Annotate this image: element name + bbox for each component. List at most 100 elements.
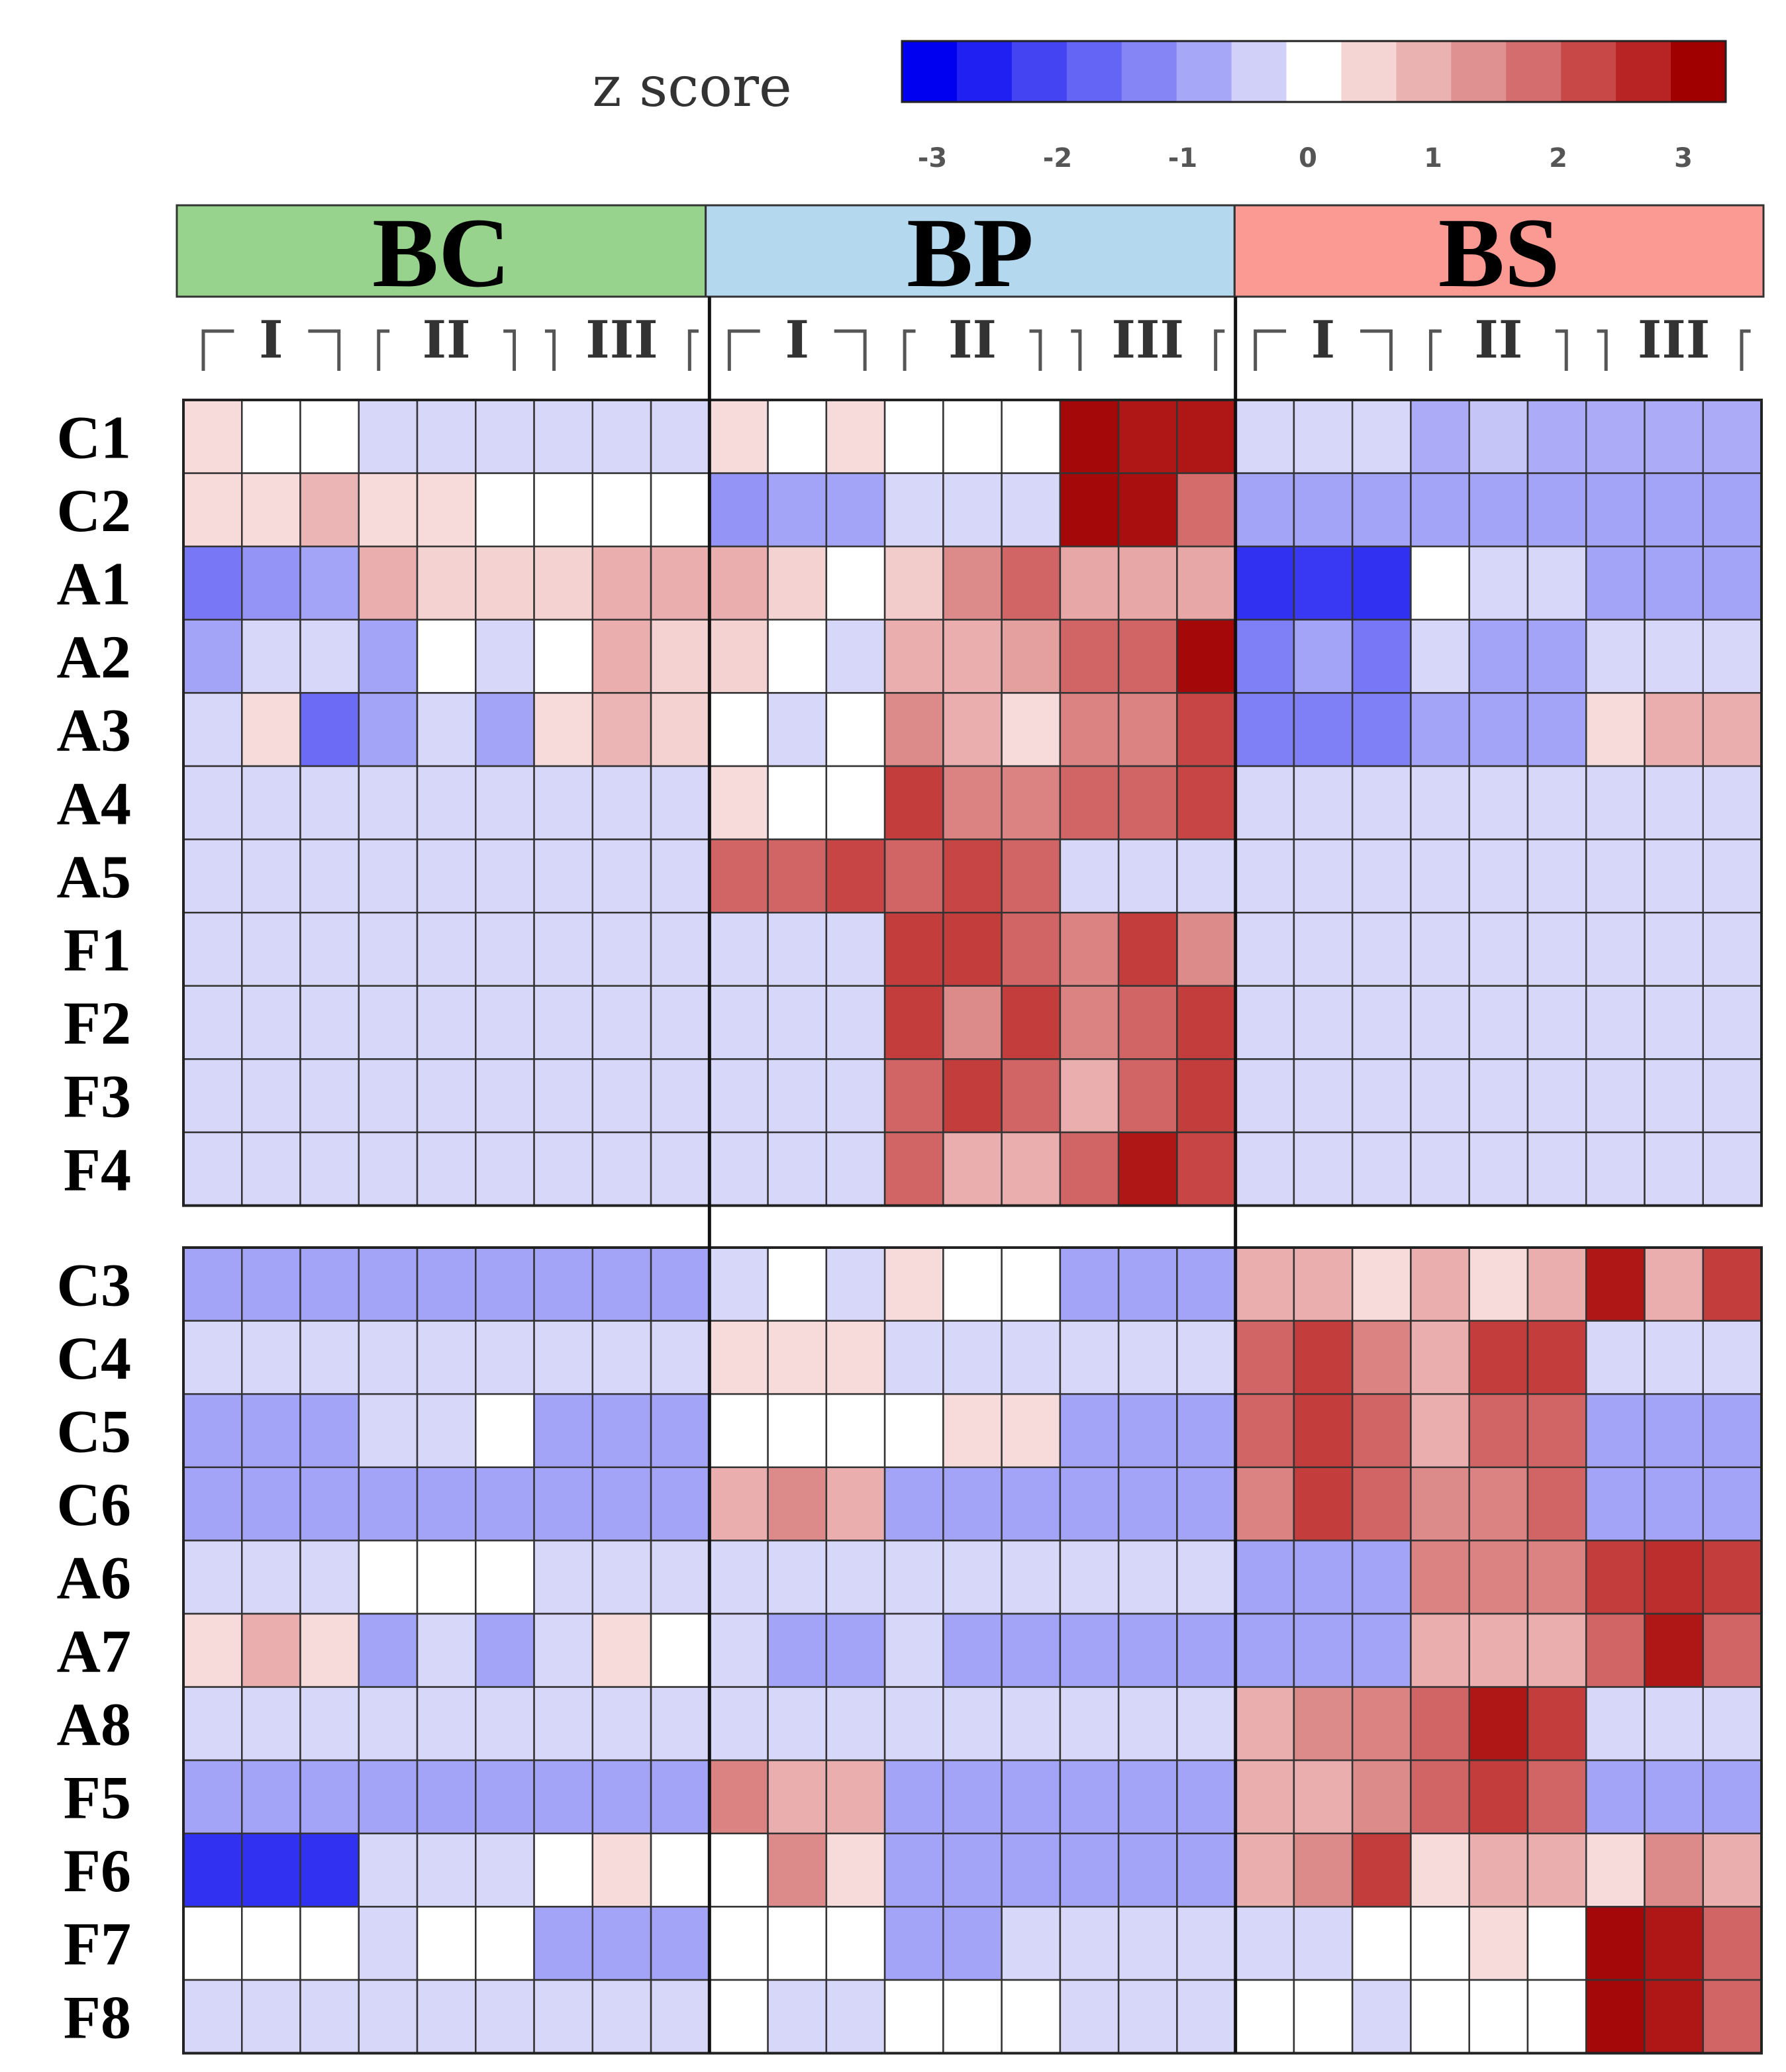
heatmap-cell: [942, 1131, 1003, 1207]
heatmap-cell: [1526, 985, 1587, 1060]
heatmap-cell: [299, 472, 360, 548]
heatmap-cell: [1293, 1759, 1354, 1835]
panel-frame: [182, 1246, 1763, 2055]
heatmap-cell: [825, 1540, 886, 1615]
replicate-label: I: [785, 310, 809, 370]
heatmap-cell: [1585, 1320, 1646, 1395]
heatmap-cell: [1526, 1906, 1587, 1981]
heatmap-cell: [358, 545, 419, 621]
heatmap-cell: [241, 1612, 301, 1688]
heatmap-cell: [182, 1759, 243, 1835]
heatmap-cell: [1468, 1320, 1529, 1395]
heatmap-cell: [1234, 1540, 1295, 1615]
heatmap-cell: [358, 618, 419, 694]
heatmap-cell: [1059, 399, 1120, 474]
heatmap-cell: [1351, 1131, 1412, 1207]
heatmap-cell: [533, 1058, 594, 1134]
heatmap-cell: [241, 1759, 301, 1835]
row-label: F4: [64, 1136, 131, 1203]
heatmap-cell: [1702, 911, 1763, 987]
heatmap-cell: [1585, 1393, 1646, 1469]
heatmap-cell: [241, 1466, 301, 1542]
heatmap-cell: [1234, 985, 1295, 1060]
heatmap-cell: [1059, 1612, 1120, 1688]
heatmap-cell: [767, 618, 828, 694]
heatmap-cell: [942, 1906, 1003, 1981]
heatmap-cell: [1702, 692, 1763, 767]
heatmap-cell: [1117, 1832, 1178, 1908]
heatmap-cell: [1585, 472, 1646, 548]
heatmap-cell: [533, 985, 594, 1060]
heatmap-cell: [883, 1832, 944, 1908]
heatmap-cell: [358, 838, 419, 914]
colorbar-segment: [1066, 41, 1122, 102]
heatmap-cell: [767, 545, 828, 621]
heatmap-cell: [358, 911, 419, 987]
heatmap-cell: [1644, 1058, 1704, 1134]
heatmap-cell: [650, 985, 711, 1060]
heatmap-cell: [1702, 1058, 1763, 1134]
heatmap-cell: [1702, 618, 1763, 694]
heatmap-cell: [1410, 1906, 1470, 1981]
colorbar-segment: [1121, 41, 1177, 102]
heatmap-cell: [416, 1612, 477, 1688]
heatmap-cell: [1702, 1540, 1763, 1615]
heatmap-cell: [767, 1979, 828, 2054]
heatmap-cell: [1293, 1131, 1354, 1207]
heatmap-cell: [1644, 1466, 1704, 1542]
heatmap-cell: [299, 1540, 360, 1615]
heatmap-cell: [1293, 618, 1354, 694]
heatmap-cell: [883, 692, 944, 767]
colorbar-tick-label: 3: [1674, 143, 1693, 173]
heatmap-cell: [1001, 1759, 1062, 1835]
heatmap-cell: [883, 472, 944, 548]
heatmap-cell: [475, 1540, 535, 1615]
heatmap-cell: [709, 545, 769, 621]
heatmap-cell: [1526, 1320, 1587, 1395]
heatmap-cell: [1526, 1131, 1587, 1207]
heatmap-cell: [299, 1246, 360, 1322]
heatmap-cell: [1176, 1058, 1236, 1134]
heatmap-cell: [709, 911, 769, 987]
heatmap-cell: [1176, 1466, 1236, 1542]
heatmap-cell: [1526, 838, 1587, 914]
heatmap-cell: [416, 618, 477, 694]
heatmap-cell: [1410, 545, 1470, 621]
heatmap-cell: [1117, 1393, 1178, 1469]
heatmap-cell: [475, 1058, 535, 1134]
colorbar-segment: [1341, 41, 1397, 102]
heatmap-cell: [416, 1058, 477, 1134]
heatmap-cell: [1234, 911, 1295, 987]
heatmap-cell: [1468, 1393, 1529, 1469]
heatmap-cell: [1351, 545, 1412, 621]
heatmap-cell: [709, 1246, 769, 1322]
group-header-bc: [175, 204, 707, 298]
heatmap-cell: [533, 1131, 594, 1207]
heatmap-cell: [1468, 1131, 1529, 1207]
row-label: F7: [64, 1910, 131, 1978]
heatmap-cell: [241, 1832, 301, 1908]
row-label: A1: [57, 550, 131, 618]
colorbar-segment: [1176, 41, 1232, 102]
heatmap-cell: [299, 911, 360, 987]
heatmap-cell: [1059, 1979, 1120, 2054]
heatmap-cell: [1293, 838, 1354, 914]
heatmap-cell: [1410, 1832, 1470, 1908]
heatmap-cell: [1526, 1686, 1587, 1761]
heatmap-cell: [182, 1320, 243, 1395]
heatmap-cell: [883, 1906, 944, 1981]
row-label: F6: [64, 1837, 131, 1904]
heatmap-cell: [358, 1320, 419, 1395]
heatmap-cell: [1234, 545, 1295, 621]
heatmap-cell: [182, 1906, 243, 1981]
heatmap-cell: [591, 1906, 652, 1981]
heatmap-cell: [1644, 545, 1704, 621]
heatmap-cell: [709, 472, 769, 548]
heatmap-cell: [1644, 838, 1704, 914]
heatmap-cell: [299, 545, 360, 621]
heatmap-cell: [1468, 472, 1529, 548]
heatmap-cell: [650, 838, 711, 914]
heatmap-cell: [1176, 1540, 1236, 1615]
heatmap-cell: [825, 1979, 886, 2054]
heatmap-cell: [416, 1320, 477, 1395]
